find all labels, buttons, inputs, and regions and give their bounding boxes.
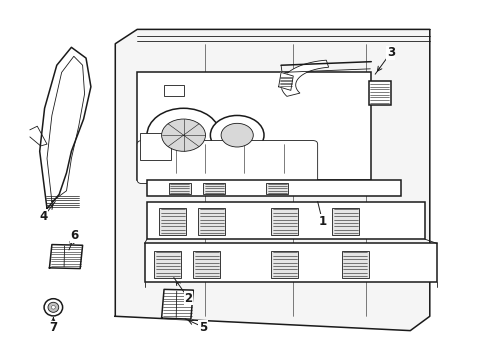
Circle shape <box>221 123 253 147</box>
FancyBboxPatch shape <box>140 134 171 160</box>
Text: 5: 5 <box>199 320 207 333</box>
Circle shape <box>210 116 264 155</box>
Ellipse shape <box>48 302 59 312</box>
Text: 4: 4 <box>40 210 48 223</box>
Ellipse shape <box>51 306 55 309</box>
Polygon shape <box>278 72 293 90</box>
Text: 3: 3 <box>386 46 394 59</box>
Text: 6: 6 <box>71 229 79 242</box>
FancyBboxPatch shape <box>341 251 368 278</box>
FancyBboxPatch shape <box>271 251 298 278</box>
Circle shape <box>147 108 220 162</box>
Polygon shape <box>49 244 82 269</box>
FancyBboxPatch shape <box>368 81 390 105</box>
Text: 7: 7 <box>49 321 57 334</box>
Text: 1: 1 <box>318 215 326 228</box>
Circle shape <box>161 119 205 151</box>
Polygon shape <box>161 289 193 319</box>
FancyBboxPatch shape <box>168 183 190 194</box>
FancyBboxPatch shape <box>331 208 358 234</box>
FancyBboxPatch shape <box>203 183 224 194</box>
Ellipse shape <box>44 299 62 316</box>
FancyBboxPatch shape <box>193 251 220 278</box>
FancyBboxPatch shape <box>271 208 298 234</box>
Text: 2: 2 <box>184 292 192 305</box>
FancyBboxPatch shape <box>137 72 370 180</box>
Polygon shape <box>115 30 429 330</box>
FancyBboxPatch shape <box>147 180 400 196</box>
Polygon shape <box>30 126 47 146</box>
FancyBboxPatch shape <box>198 208 224 234</box>
FancyBboxPatch shape <box>163 85 183 96</box>
FancyBboxPatch shape <box>266 183 288 194</box>
FancyBboxPatch shape <box>159 208 185 234</box>
FancyBboxPatch shape <box>137 140 317 184</box>
Polygon shape <box>149 152 256 180</box>
Polygon shape <box>40 47 91 209</box>
Polygon shape <box>281 60 328 96</box>
FancyBboxPatch shape <box>154 251 181 278</box>
FancyBboxPatch shape <box>144 243 436 282</box>
FancyBboxPatch shape <box>147 202 424 239</box>
